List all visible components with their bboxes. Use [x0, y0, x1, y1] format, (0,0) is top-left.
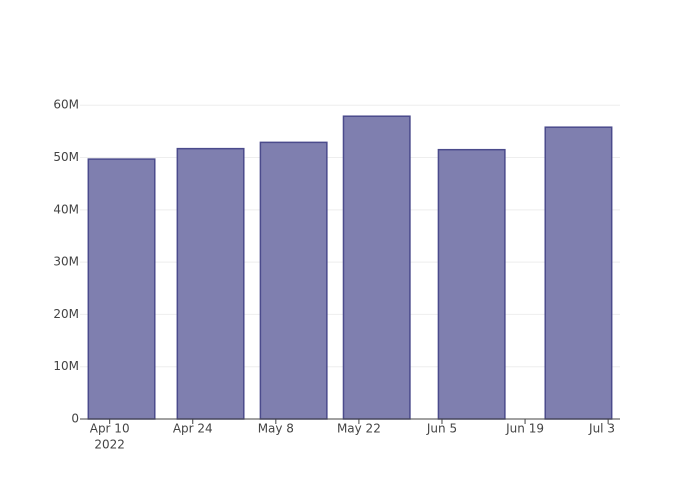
x-tick-label: Jun 5: [426, 422, 457, 436]
y-tick-label: 0: [71, 412, 79, 426]
y-tick-label: 20M: [53, 307, 79, 321]
x-year-label: 2022: [94, 438, 125, 452]
x-tick-label: Jun 19: [505, 422, 544, 436]
bar: [87, 158, 156, 420]
x-tick-label: Apr 10: [90, 422, 130, 436]
x-tick-label: May 8: [258, 422, 294, 436]
y-tick-label: 50M: [53, 150, 79, 164]
x-tick-label: May 22: [337, 422, 381, 436]
x-tick-label: Apr 24: [173, 422, 213, 436]
y-tick-label: 60M: [53, 98, 79, 112]
bar: [437, 148, 506, 420]
bar: [259, 141, 328, 420]
y-tick-label: 30M: [53, 255, 79, 269]
y-tick-label: 10M: [53, 359, 79, 373]
x-tick-label: Jul 3: [588, 422, 615, 436]
bar: [342, 115, 411, 420]
bar: [544, 126, 613, 420]
y-tick-label: 40M: [53, 202, 79, 216]
bar: [176, 147, 245, 420]
